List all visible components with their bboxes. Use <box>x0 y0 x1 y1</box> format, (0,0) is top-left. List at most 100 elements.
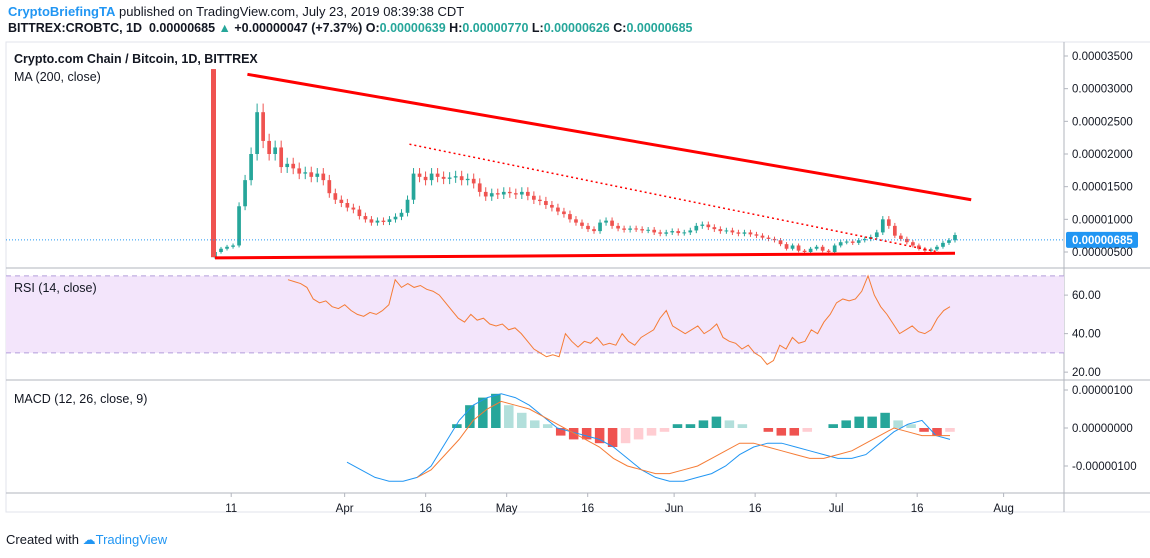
candle-body <box>652 229 657 233</box>
macd-histogram-bar <box>854 416 864 428</box>
candle-body <box>670 231 675 233</box>
macd-histogram-bar <box>880 412 890 428</box>
candle-body <box>850 241 855 243</box>
price-tick-label: 0.00003500 <box>1072 51 1133 63</box>
up-triangle-icon: ▲ <box>218 21 231 35</box>
macd-tick-label: -0.00000100 <box>1072 461 1137 473</box>
macd-histogram-bar <box>517 412 527 428</box>
rsi-band <box>6 275 1064 353</box>
author-link[interactable]: CryptoBriefingTA <box>8 4 116 19</box>
candle-body <box>525 191 530 196</box>
candle-body <box>917 245 921 249</box>
publish-line: CryptoBriefingTA published on TradingVie… <box>8 4 464 19</box>
footer: Created with ☁TradingView <box>6 532 167 548</box>
candle-body <box>532 195 536 200</box>
candle-body <box>387 219 392 222</box>
candle-body <box>495 193 500 195</box>
macd-histogram-bar <box>932 428 942 436</box>
candle-body <box>646 229 651 231</box>
tradingview-brand[interactable]: TradingView <box>95 532 168 547</box>
candle-body <box>634 228 638 230</box>
high-value: 0.00000770 <box>462 21 529 35</box>
candle-body <box>550 204 554 208</box>
candle-body <box>730 230 735 233</box>
macd-pane <box>346 393 955 482</box>
candle-body <box>568 214 572 220</box>
candle-body <box>953 235 957 241</box>
candle-body <box>285 163 290 168</box>
rsi-pane <box>6 274 1064 366</box>
time-tick-label: Jun <box>665 503 684 515</box>
candle-body <box>610 220 614 226</box>
created-with-text: Created with <box>6 532 79 547</box>
open-value: 0.00000639 <box>379 21 446 35</box>
price-tick-label: 0.00002000 <box>1072 149 1133 161</box>
time-tick-label: 11 <box>225 503 237 515</box>
time-tick-label: Jul <box>829 503 844 515</box>
macd-label: MACD (12, 26, close, 9) <box>14 392 148 406</box>
macd-histogram-bar <box>465 405 475 428</box>
candle-body <box>640 229 645 231</box>
candle-body <box>790 245 795 249</box>
candle-body <box>339 199 344 203</box>
candle-body <box>628 228 632 230</box>
macd-histogram-bar <box>568 428 579 440</box>
macd-histogram-bar <box>491 393 501 428</box>
candle-body <box>694 225 699 231</box>
close-value: 0.00000685 <box>626 21 693 35</box>
candle-body <box>929 249 933 251</box>
candle-body <box>219 248 223 252</box>
macd-histogram-bar <box>529 420 540 428</box>
time-tick-label: Apr <box>336 503 354 515</box>
candle-body <box>802 250 807 252</box>
time-tick-label: May <box>496 503 518 515</box>
low-label: L: <box>531 21 544 35</box>
candle-body <box>261 112 265 141</box>
candle-body <box>507 191 512 194</box>
candle-body <box>231 245 235 247</box>
candle-body <box>327 180 332 194</box>
candle-body <box>886 219 891 226</box>
macd-histogram-bar <box>841 420 851 428</box>
last-price-badge <box>1066 231 1138 248</box>
time-tick-label: 16 <box>419 503 432 515</box>
candle-body <box>658 232 663 234</box>
macd-histogram-bar <box>620 428 631 444</box>
candle-body <box>483 191 488 197</box>
candle-body <box>255 112 259 154</box>
candle-body <box>441 176 446 179</box>
candle-body <box>562 211 566 215</box>
candle-body <box>381 220 386 222</box>
macd-histogram-bar <box>867 416 877 428</box>
price-tick-label: 0.00000500 <box>1072 247 1133 259</box>
candle-body <box>435 173 440 177</box>
candle-body <box>459 176 464 181</box>
candle-body <box>417 173 422 177</box>
macd-histogram-bar <box>893 420 903 428</box>
candle-body <box>465 178 470 181</box>
resistance-trendline <box>247 72 972 202</box>
macd-histogram-bar <box>802 428 813 432</box>
macd-histogram-bar <box>633 428 644 440</box>
candle-body <box>471 178 476 184</box>
candle-body <box>935 246 939 250</box>
rsi-tick-label: 40.00 <box>1072 329 1101 341</box>
macd-histogram-bar <box>646 428 657 436</box>
macd-histogram-bar <box>763 428 774 432</box>
candle-body <box>375 220 380 223</box>
price-change: +0.00000047 (+7.37%) <box>234 21 363 35</box>
macd-histogram-bar <box>659 428 670 432</box>
published-text: published on TradingView.com, July 23, 2… <box>119 4 465 19</box>
candle-body <box>453 176 458 178</box>
rsi-line <box>287 274 951 366</box>
candle-body <box>814 246 819 249</box>
candle-body <box>538 199 542 202</box>
tradingview-logo-icon: ☁ <box>82 532 96 547</box>
candle-body <box>351 207 356 210</box>
candle-body <box>303 172 308 174</box>
macd-histogram-bar <box>672 424 683 428</box>
candle-body <box>736 232 741 234</box>
candle-body <box>243 180 247 207</box>
macd-histogram-bar <box>906 424 916 428</box>
